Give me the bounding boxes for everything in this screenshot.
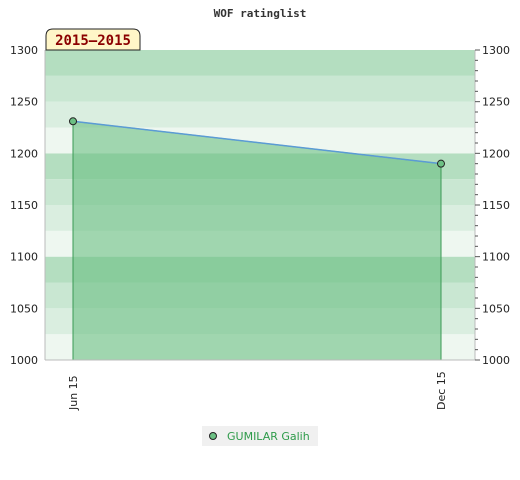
y-tick-label: 1000 [10, 354, 38, 367]
y-axis-right: 1000 1050 1100 1150 1200 1250 1300 [482, 44, 510, 367]
period-label: 2015–2015 [55, 33, 131, 49]
y-tick-label: 1250 [10, 96, 38, 109]
axes [44, 49, 480, 361]
series-area [72, 120, 442, 361]
background-band [45, 50, 475, 76]
data-point [69, 117, 77, 126]
y-tick-label: 1300 [482, 44, 510, 57]
x-tick-label: Dec 15 [435, 371, 448, 410]
x-tick-label: Jun 15 [67, 375, 80, 411]
background-band [45, 75, 475, 102]
y-tick-label: 1100 [10, 251, 38, 264]
y-tick-label: 1050 [482, 302, 510, 315]
y-tick-label: 1100 [482, 251, 510, 264]
y-tick-label: 1250 [482, 96, 510, 109]
y-tick-label: 1150 [10, 199, 38, 212]
legend[interactable]: GUMILAR Galih [202, 426, 318, 446]
period-badge-box [45, 28, 141, 51]
series-line [72, 120, 442, 165]
series-points [69, 117, 445, 168]
chart-title: WOF ratinglist [214, 7, 307, 20]
x-axis: Jun 15 Dec 15 [67, 371, 448, 411]
legend-label: GUMILAR Galih [227, 430, 310, 443]
y-tick-label: 1050 [10, 302, 38, 315]
y-tick-label: 1200 [482, 147, 510, 160]
background-band [45, 101, 475, 128]
data-point [437, 159, 445, 168]
y-tick-label: 1200 [10, 147, 38, 160]
period-badge: 2015–2015 [45, 28, 141, 51]
y-tick-label: 1150 [482, 199, 510, 212]
legend-box [202, 426, 318, 446]
y-tick-label: 1000 [482, 354, 510, 367]
legend-marker [209, 432, 217, 440]
y-axis-left: 1000 1050 1100 1150 1200 1250 1300 [10, 44, 38, 367]
y-tick-label: 1300 [10, 44, 38, 57]
